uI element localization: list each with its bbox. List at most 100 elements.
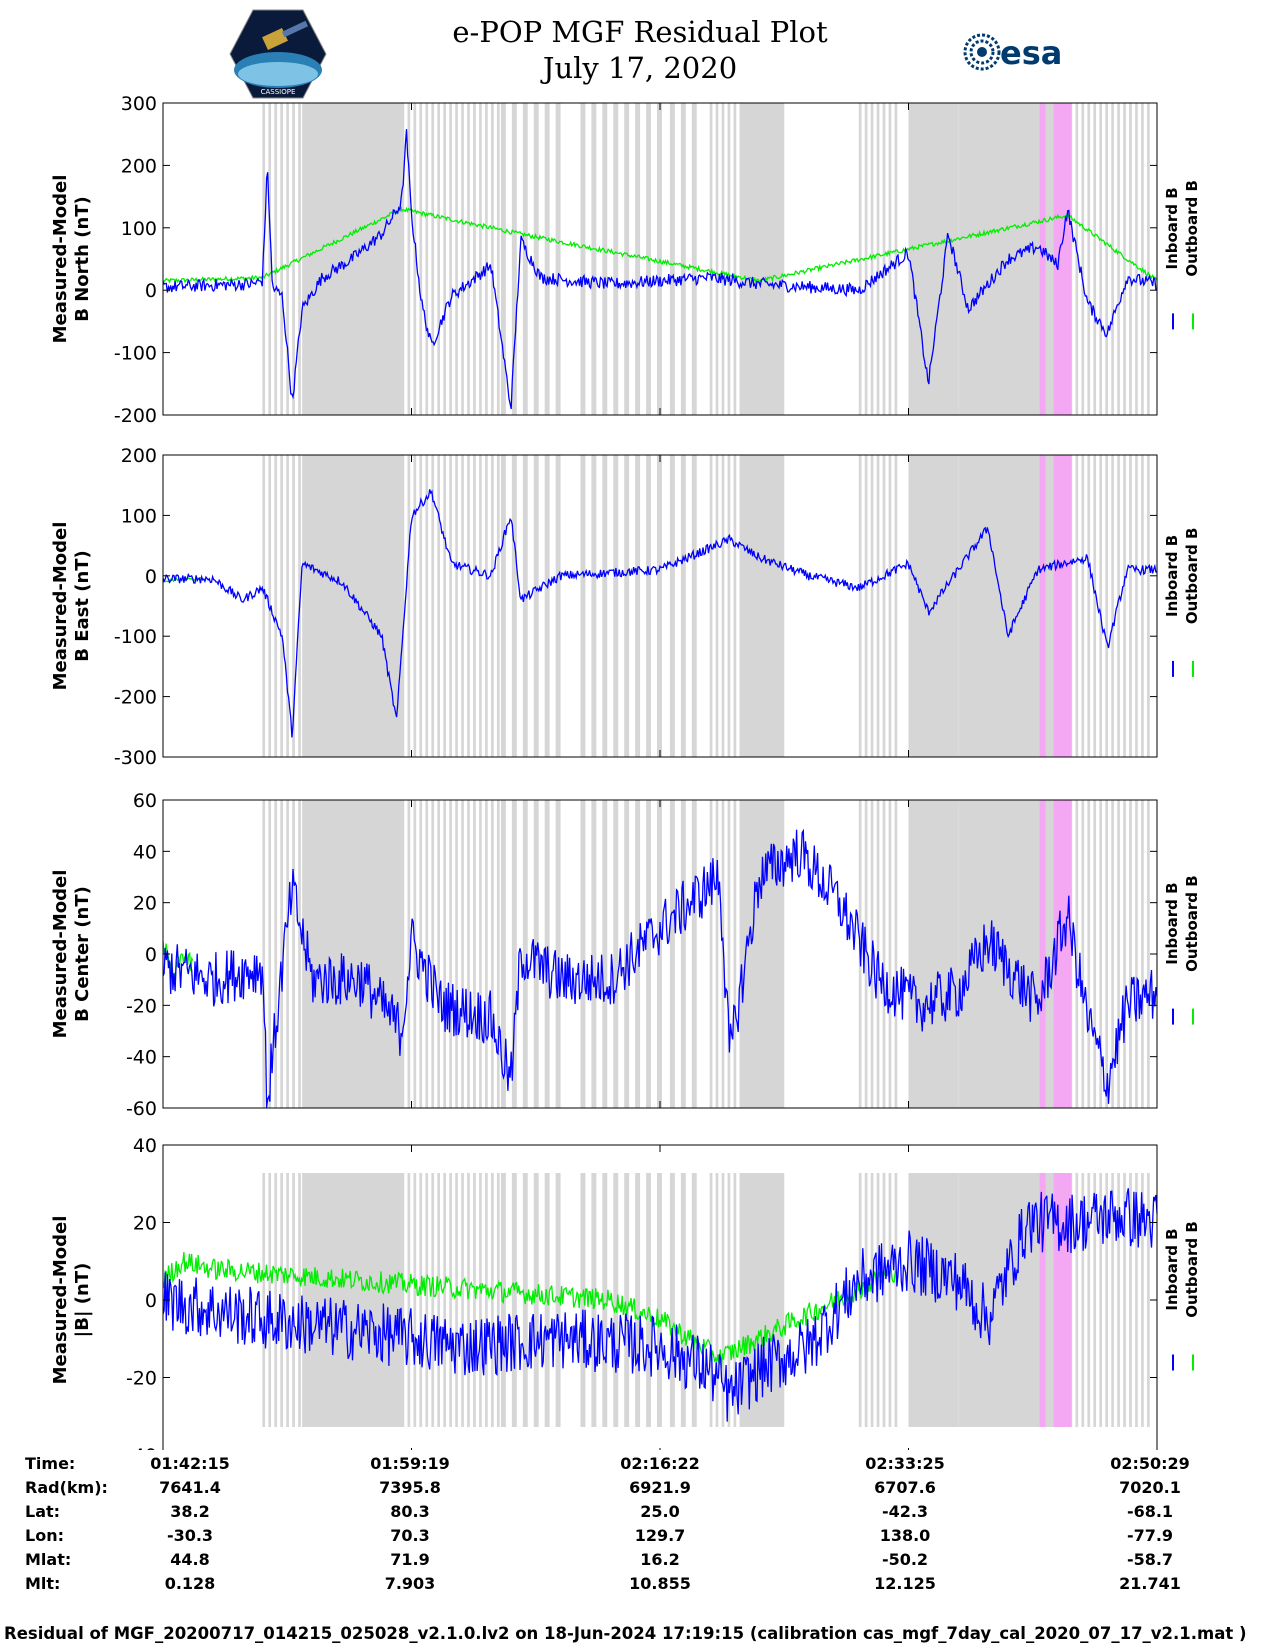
grey-band: [1075, 1173, 1079, 1427]
y-tick-label: 40: [133, 841, 157, 863]
grey-band: [449, 455, 452, 757]
grey-band: [425, 800, 429, 1108]
grey-band: [544, 103, 550, 415]
grey-band: [1087, 800, 1091, 1108]
grey-band: [479, 455, 482, 757]
grey-band: [455, 800, 458, 1108]
grey-band: [727, 800, 731, 1108]
grey-band: [461, 800, 464, 1108]
y-tick-label: 0: [145, 944, 157, 966]
grey-band: [302, 800, 402, 1108]
grey-band: [602, 800, 608, 1108]
info-value: -68.1: [1126, 1502, 1174, 1521]
grey-band: [292, 1173, 295, 1427]
grey-band: [491, 103, 494, 415]
grey-band: [455, 455, 458, 757]
grey-band: [1105, 1173, 1108, 1427]
grey-band: [407, 103, 411, 415]
legend-outboard-label: Outboard B: [1183, 528, 1201, 625]
grey-band: [461, 1173, 464, 1427]
info-value: -50.2: [881, 1550, 929, 1569]
grey-band: [461, 103, 464, 415]
y-axis-label-line2: B East (nT): [72, 550, 93, 662]
legend-inboard-label: Inboard B: [1163, 535, 1181, 617]
grey-band: [580, 1173, 586, 1427]
info-value: -58.7: [1126, 1550, 1174, 1569]
grey-band: [1093, 455, 1097, 757]
y-tick-label: -300: [114, 747, 157, 769]
grey-band: [635, 455, 641, 757]
grey-band: [580, 800, 586, 1108]
grey-band: [302, 455, 402, 757]
grey-band: [479, 800, 482, 1108]
cassiope-logo-icon: CASSIOPE: [229, 9, 327, 99]
info-value: 138.0: [879, 1526, 931, 1545]
grey-band: [613, 800, 619, 1108]
grey-band: [624, 455, 630, 757]
grey-band: [908, 103, 959, 415]
grey-band: [500, 103, 506, 415]
info-value: -42.3: [881, 1502, 929, 1521]
grey-band: [591, 1173, 597, 1427]
grey-band: [709, 455, 713, 757]
grey-band: [262, 1173, 266, 1427]
grey-band: [1135, 103, 1138, 415]
grey-band: [1147, 455, 1150, 757]
y-tick-label: 0: [145, 566, 157, 588]
grey-band: [401, 103, 405, 415]
grey-band: [635, 800, 641, 1108]
grey-band: [485, 1173, 488, 1427]
grey-band: [613, 455, 619, 757]
grey-band: [669, 455, 675, 757]
orbit-info-table: Time: 01:42:15 01:59:19 02:16:22 02:33:25 02:…: [0, 1454, 1275, 1622]
grey-band: [467, 455, 470, 757]
grey-band: [1123, 1173, 1126, 1427]
grey-band: [431, 800, 435, 1108]
grey-band: [1081, 455, 1085, 757]
pink-band: [1039, 103, 1046, 415]
grey-band: [1129, 455, 1132, 757]
info-value: 7641.4: [159, 1478, 221, 1497]
y-tick-label: 300: [121, 93, 157, 115]
series-inboard-line: [162, 828, 1158, 1108]
grey-band: [298, 1173, 301, 1427]
footer-caption: Residual of MGF_20200717_014215_025028_v…: [4, 1624, 1247, 1643]
grey-band: [1111, 1173, 1114, 1427]
pink-band: [1053, 103, 1072, 415]
grey-band: [479, 103, 482, 415]
y-tick-label: 20: [133, 893, 157, 915]
grey-band: [533, 103, 539, 415]
info-value: 12.125: [874, 1574, 936, 1593]
grey-band: [1105, 800, 1108, 1108]
info-value: 6921.9: [629, 1478, 691, 1497]
grey-band: [1093, 103, 1097, 415]
y-tick-label: -20: [126, 1368, 157, 1390]
grey-band: [727, 455, 731, 757]
info-value: 44.8: [170, 1550, 210, 1569]
info-value: 02:50:29: [1110, 1454, 1190, 1473]
grey-band: [511, 1173, 517, 1427]
grey-band: [888, 1173, 892, 1427]
grey-band: [413, 455, 417, 757]
grey-band: [522, 800, 528, 1108]
grey-band: [691, 1173, 697, 1427]
grey-band: [646, 800, 652, 1108]
grey-band: [467, 1173, 470, 1427]
grey-band: [298, 800, 301, 1108]
y-axis-label-line2: B Center (nT): [72, 886, 93, 1022]
grey-band: [613, 1173, 619, 1427]
grey-band: [691, 800, 697, 1108]
y-tick-label: 100: [121, 505, 157, 527]
grey-band: [721, 1173, 725, 1427]
info-value: 0.128: [164, 1574, 216, 1593]
grey-band: [733, 103, 737, 415]
info-value: 01:59:19: [370, 1454, 450, 1473]
grey-band: [280, 800, 283, 1108]
grey-band: [1141, 800, 1144, 1108]
grey-band: [431, 103, 435, 415]
grey-band: [888, 455, 892, 757]
grey-band: [268, 800, 272, 1108]
grey-band: [419, 103, 423, 415]
grey-band: [292, 455, 295, 757]
grey-band: [870, 1173, 874, 1427]
